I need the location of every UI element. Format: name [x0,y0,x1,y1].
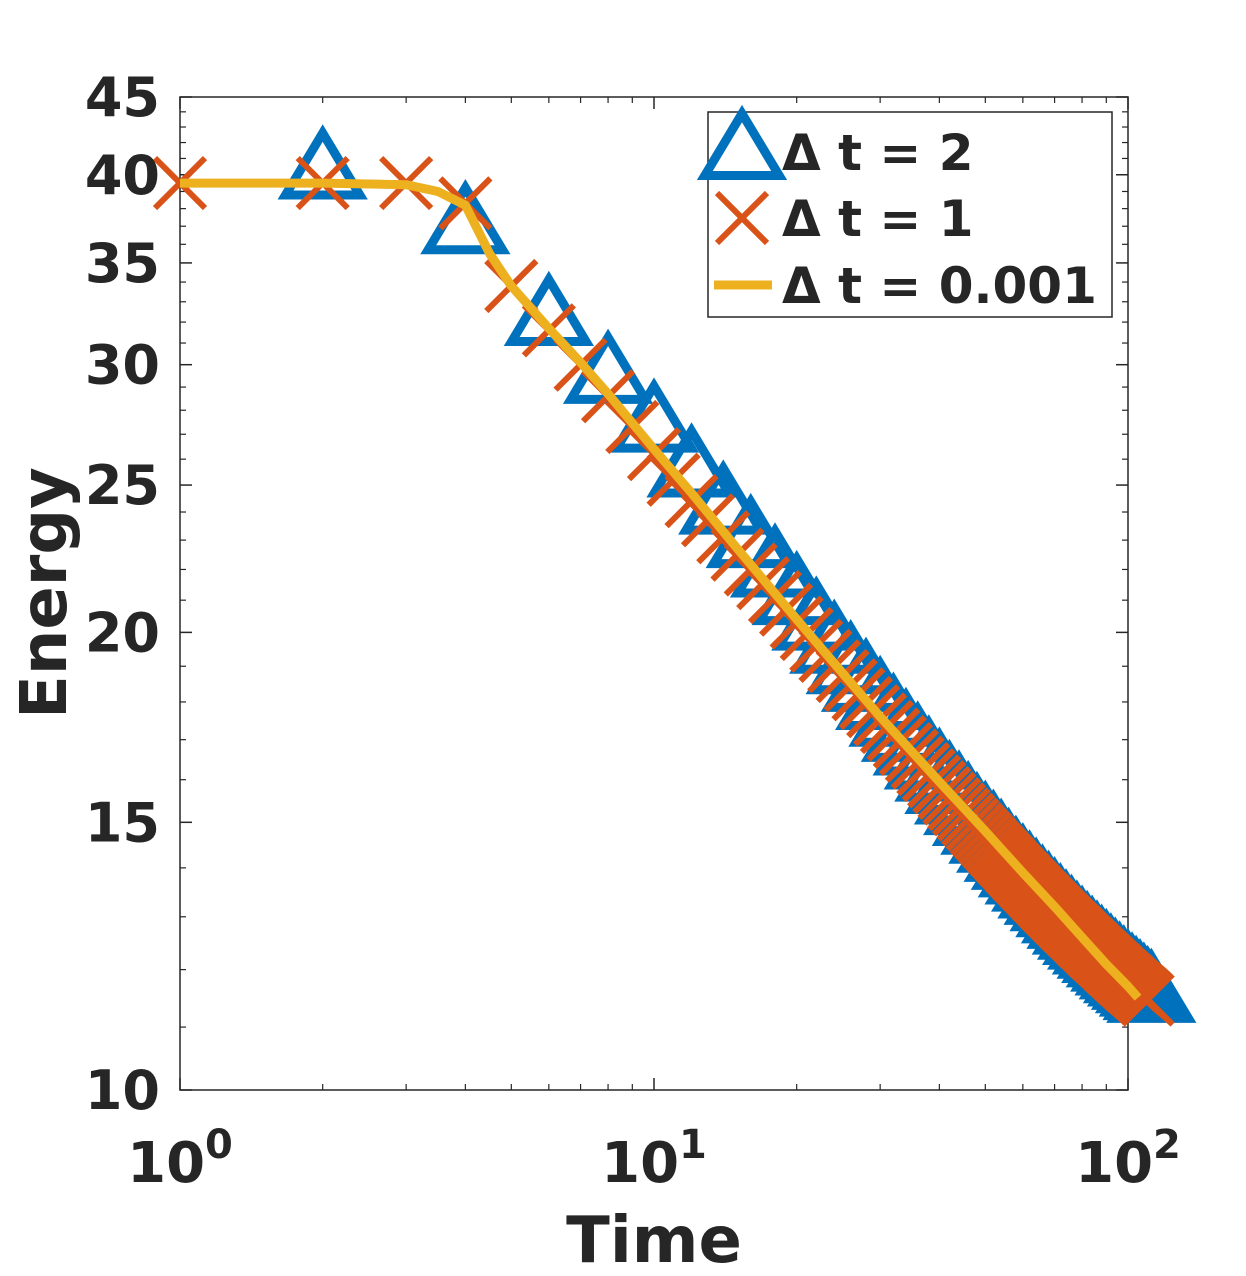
x-tick-label-base: 10 [1075,1131,1153,1196]
x-tick-label-base: 10 [601,1131,679,1196]
y-tick-label: 40 [85,144,160,207]
x-marker [1120,972,1175,1027]
x-tick-label: 102 [1075,1122,1181,1196]
y-tick-label: 25 [85,454,160,517]
x-tick-labels: 100 101 102 [127,1122,1181,1196]
series-layer [152,124,1197,1027]
legend-box [707,111,1113,318]
y-tick-label: 35 [85,232,160,295]
legend-label: Δ t = 1 [782,190,974,248]
x-tick-label-exponent: 0 [205,1122,233,1168]
y-tick-labels: 10 15 20 25 30 35 40 45 [85,66,160,1122]
legend-label: Δ t = 0.001 [782,257,1097,315]
y-tick-label: 20 [85,601,160,664]
y-tick-label: 15 [85,791,160,854]
x-tick-label-base: 10 [127,1131,205,1196]
legend-x-marker [714,190,770,246]
y-tick-label: 30 [85,334,160,397]
x-tick-label-exponent: 2 [1153,1122,1181,1168]
y-tick-label: 10 [85,1059,160,1122]
x-axis-label: Time [566,1204,742,1276]
legend-entry-2: Δ t = 1 [714,190,974,248]
legend: Δ t = 2 Δ t = 1 Δ t = 0.001 [696,104,1113,318]
x-tick-label-exponent: 1 [679,1122,707,1168]
x-tick-label: 101 [601,1122,707,1196]
legend-entries: Δ t = 2 Δ t = 1 Δ t = 0.001 [696,104,1097,315]
series-line [180,178,1142,1001]
major-ticks [179,96,1129,1091]
legend-triangle-marker [696,104,788,181]
legend-x-marker-stroke [714,190,770,246]
x-marker-stroke [1120,972,1175,1027]
legend-entry-1: Δ t = 2 [696,104,974,182]
y-tick-label: 45 [85,66,160,129]
y-axis-label: Energy [8,467,82,719]
legend-entry-3: Δ t = 0.001 [714,257,1097,315]
series-3 [180,178,1142,1001]
legend-label: Δ t = 2 [782,124,974,182]
x-tick-label: 100 [127,1122,233,1196]
minor-ticks [180,97,1128,1090]
